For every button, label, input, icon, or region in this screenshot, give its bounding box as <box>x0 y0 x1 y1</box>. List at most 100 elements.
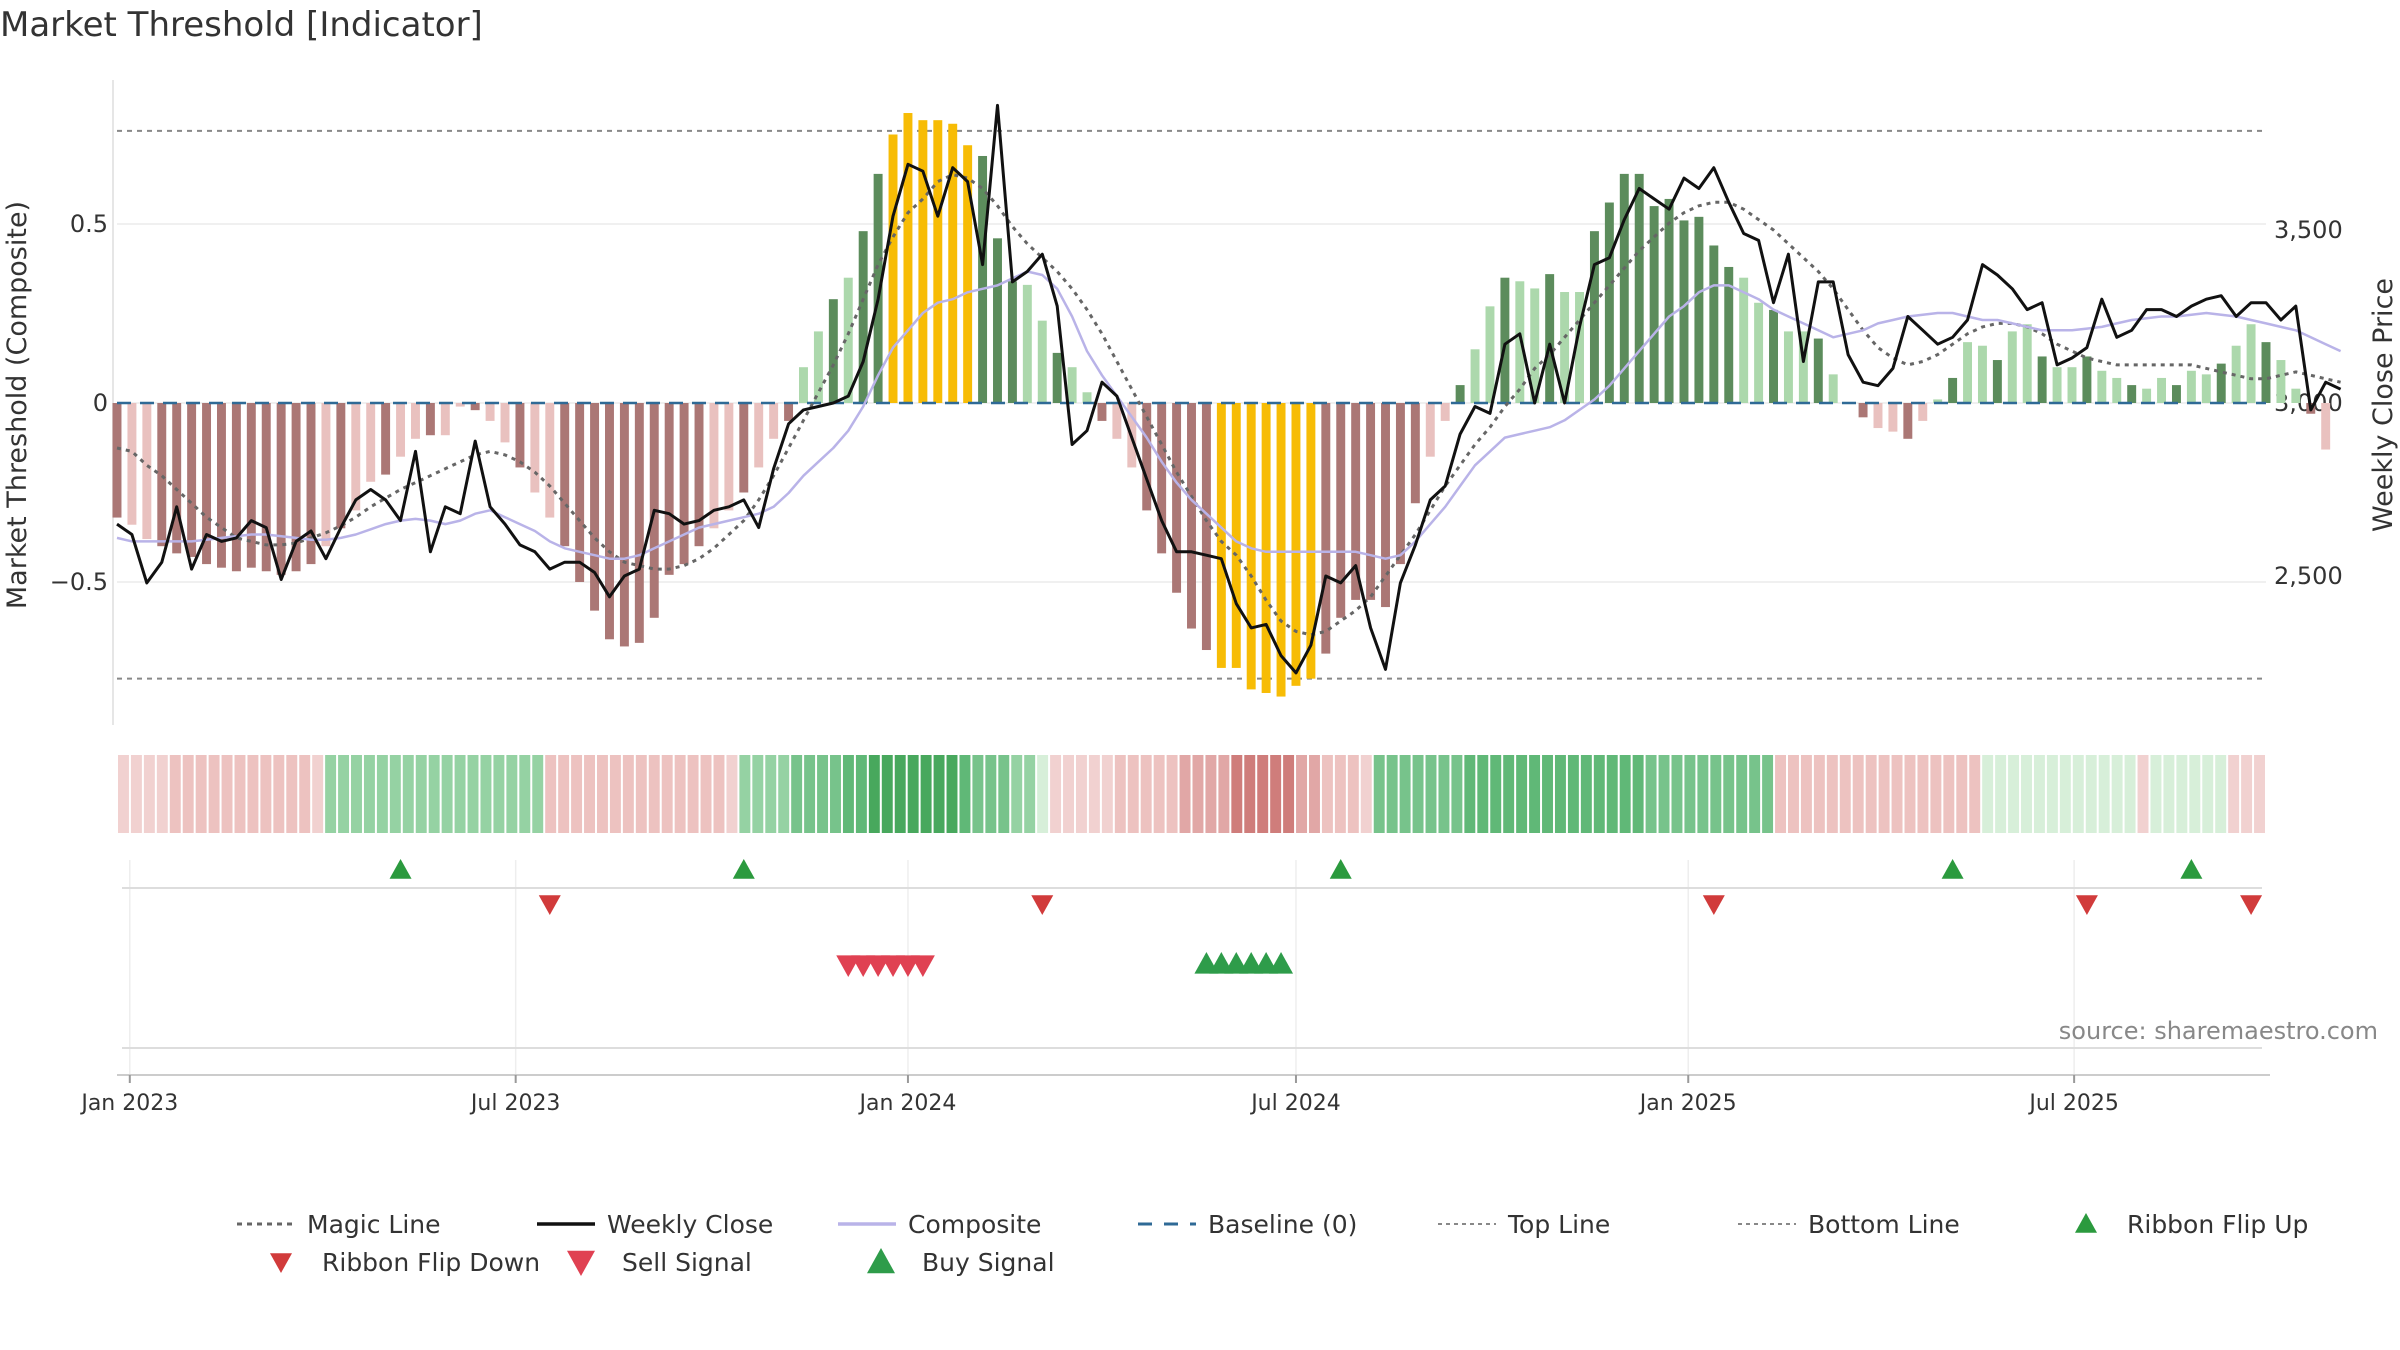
ribbon-cell <box>959 755 971 833</box>
ribbon-cell <box>1218 755 1230 833</box>
histogram-bar <box>2291 388 2301 403</box>
ribbon-cell <box>1632 755 1644 833</box>
ribbon-cell <box>765 755 777 833</box>
histogram-bar <box>1828 374 1838 403</box>
ribbon-flip-up-marker <box>1329 859 1352 879</box>
ribbon-cell <box>221 755 233 833</box>
ribbon-cell <box>402 755 414 833</box>
histogram-bar <box>1963 342 1972 403</box>
histogram-bar <box>306 403 316 565</box>
x-tick-label: Jul 2024 <box>1249 1091 1341 1116</box>
ribbon-flip-up-marker <box>1941 859 1964 879</box>
ribbon-cell <box>234 755 246 833</box>
ribbon-flip-down-marker <box>1031 895 1054 915</box>
histogram-bar <box>724 403 734 511</box>
histogram-bar <box>2067 367 2077 403</box>
histogram-bar <box>2216 363 2226 403</box>
histogram-bar <box>1276 403 1286 697</box>
ribbon-cell <box>1334 755 1346 833</box>
ribbon-cell <box>260 755 272 833</box>
histogram-bar <box>1425 403 1435 457</box>
histogram-bar <box>1754 302 1764 403</box>
histogram-bar <box>709 403 719 529</box>
ribbon-cell <box>1658 755 1670 833</box>
histogram-bar <box>1798 331 1808 403</box>
ribbon-cell <box>1982 755 1994 833</box>
ribbon-cell <box>713 755 725 833</box>
histogram-bar <box>739 403 749 493</box>
ribbon-cell <box>1270 755 1282 833</box>
histogram-bar <box>291 403 301 572</box>
histogram-bar <box>411 403 420 439</box>
ribbon-cell <box>804 755 816 833</box>
x-tick-label: Jan 2025 <box>1638 1091 1737 1116</box>
ribbon-cell <box>1205 755 1217 833</box>
histogram-bar <box>1455 385 1465 403</box>
ribbon-flip-up-marker <box>389 859 412 879</box>
histogram-bar <box>2186 370 2196 403</box>
ribbon-cell <box>2189 755 2201 833</box>
legend: Magic Line Weekly Close Composite Baseline … <box>237 1210 2308 1277</box>
signal-panel <box>836 952 1294 977</box>
ribbon-cell <box>907 755 919 833</box>
ribbon-cell <box>584 755 595 833</box>
ribbon-flip-panel <box>122 859 2263 1075</box>
histogram-bar <box>1246 403 1256 690</box>
ribbon-cell <box>1723 755 1735 833</box>
ribbon-cell <box>143 755 155 833</box>
histogram-bar <box>1589 231 1599 403</box>
ribbon-cell <box>1956 755 1968 833</box>
ribbon-cell <box>985 755 997 833</box>
histogram-bar <box>1694 216 1704 403</box>
histogram-bar <box>1515 281 1525 403</box>
histogram-bar <box>2171 385 2181 403</box>
ribbon-cell <box>325 755 337 833</box>
x-axis: Jan 2023 Jul 2023 Jan 2024 Jul 2024 Jan 2025… <box>79 1047 2270 1116</box>
histogram-bar <box>575 403 585 582</box>
histogram-bar <box>1649 206 1659 403</box>
histogram-bar <box>590 403 600 611</box>
histogram-bar <box>440 403 450 436</box>
histogram-bar <box>978 155 988 403</box>
ribbon-cell <box>1904 755 1916 833</box>
ribbon-cell <box>700 755 712 833</box>
histogram-bar <box>1082 392 1092 403</box>
legend-swatch <box>270 1253 292 1273</box>
ribbon-cell <box>169 755 181 833</box>
histogram-bar <box>246 403 256 568</box>
ribbon-cell <box>1477 755 1489 833</box>
ribbon-cell <box>1321 755 1333 833</box>
ribbon-cell <box>1917 755 1929 833</box>
legend-label: Top Line <box>1507 1210 1610 1239</box>
source-label: source: sharemaestro.com <box>2059 1017 2378 1045</box>
ribbon-cell <box>545 755 557 833</box>
x-tick-label: Jul 2025 <box>2027 1091 2119 1116</box>
ribbon-cell <box>622 755 634 833</box>
histogram-bar <box>1336 403 1346 618</box>
histogram-bar <box>843 277 853 403</box>
histogram-bar <box>1291 403 1301 686</box>
histogram-bar <box>500 403 510 443</box>
ribbon-cell <box>2008 755 2020 833</box>
ribbon-cell <box>1580 755 1592 833</box>
x-tick-label: Jan 2023 <box>79 1091 178 1116</box>
ribbon-cell <box>1464 755 1476 833</box>
ribbon-cell <box>1930 755 1942 833</box>
legend-item: Magic Line <box>237 1210 441 1239</box>
histogram-bar <box>1381 403 1390 608</box>
histogram-bar <box>276 403 286 575</box>
y-left-tick-label: 0.5 <box>70 210 108 238</box>
ribbon-cell <box>1451 755 1463 833</box>
ribbon-cell <box>467 755 479 833</box>
histogram-bar <box>1097 403 1107 421</box>
ribbon-cell <box>571 755 583 833</box>
ribbon-cell <box>1775 755 1787 833</box>
ribbon-cell <box>1399 755 1411 833</box>
histogram-bar <box>1410 403 1420 504</box>
histogram-bar <box>754 403 764 468</box>
ribbon-cell <box>493 755 505 833</box>
ribbon-cell <box>1075 755 1087 833</box>
ribbon-cell <box>506 755 518 833</box>
ribbon-cell <box>1101 755 1113 833</box>
